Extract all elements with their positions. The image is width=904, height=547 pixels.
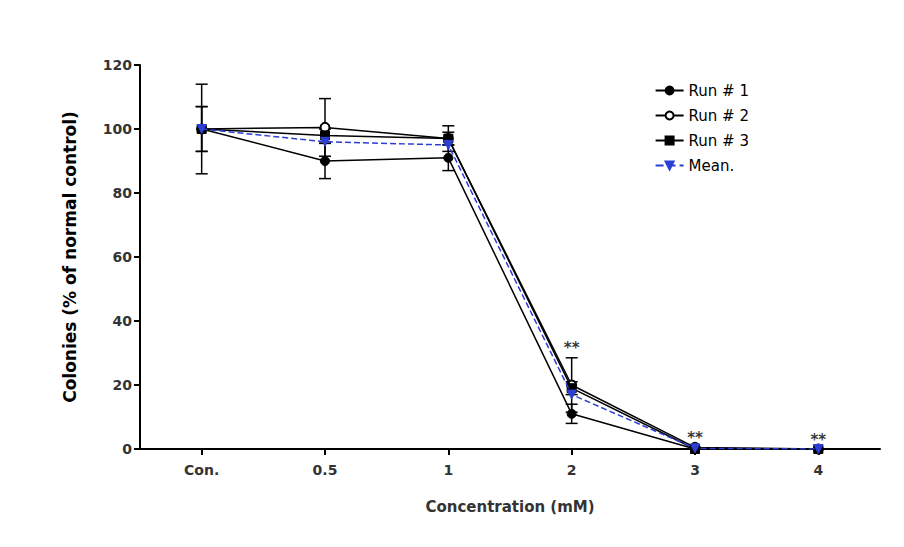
svg-text:**: ** — [687, 429, 703, 447]
svg-text:0: 0 — [122, 441, 132, 457]
svg-text:3: 3 — [690, 462, 700, 478]
svg-text:**: ** — [564, 339, 580, 357]
svg-text:Mean.: Mean. — [689, 157, 735, 175]
svg-text:Run # 2: Run # 2 — [689, 107, 749, 125]
svg-text:Run # 3: Run # 3 — [689, 132, 749, 150]
svg-text:20: 20 — [113, 377, 133, 393]
svg-text:120: 120 — [103, 57, 132, 73]
svg-text:1: 1 — [443, 462, 453, 478]
svg-text:60: 60 — [113, 249, 133, 265]
svg-text:0.5: 0.5 — [313, 462, 338, 478]
svg-text:40: 40 — [113, 313, 133, 329]
svg-text:2: 2 — [567, 462, 577, 478]
svg-text:**: ** — [810, 431, 826, 449]
svg-text:Concentration (mM): Concentration (mM) — [425, 498, 594, 516]
svg-text:Run # 1: Run # 1 — [689, 82, 749, 100]
svg-text:Con.: Con. — [184, 462, 219, 478]
svg-text:100: 100 — [103, 121, 132, 137]
svg-text:80: 80 — [113, 185, 133, 201]
svg-text:4: 4 — [813, 462, 823, 478]
svg-text:Colonies (% of normal control): Colonies (% of normal control) — [60, 111, 80, 403]
